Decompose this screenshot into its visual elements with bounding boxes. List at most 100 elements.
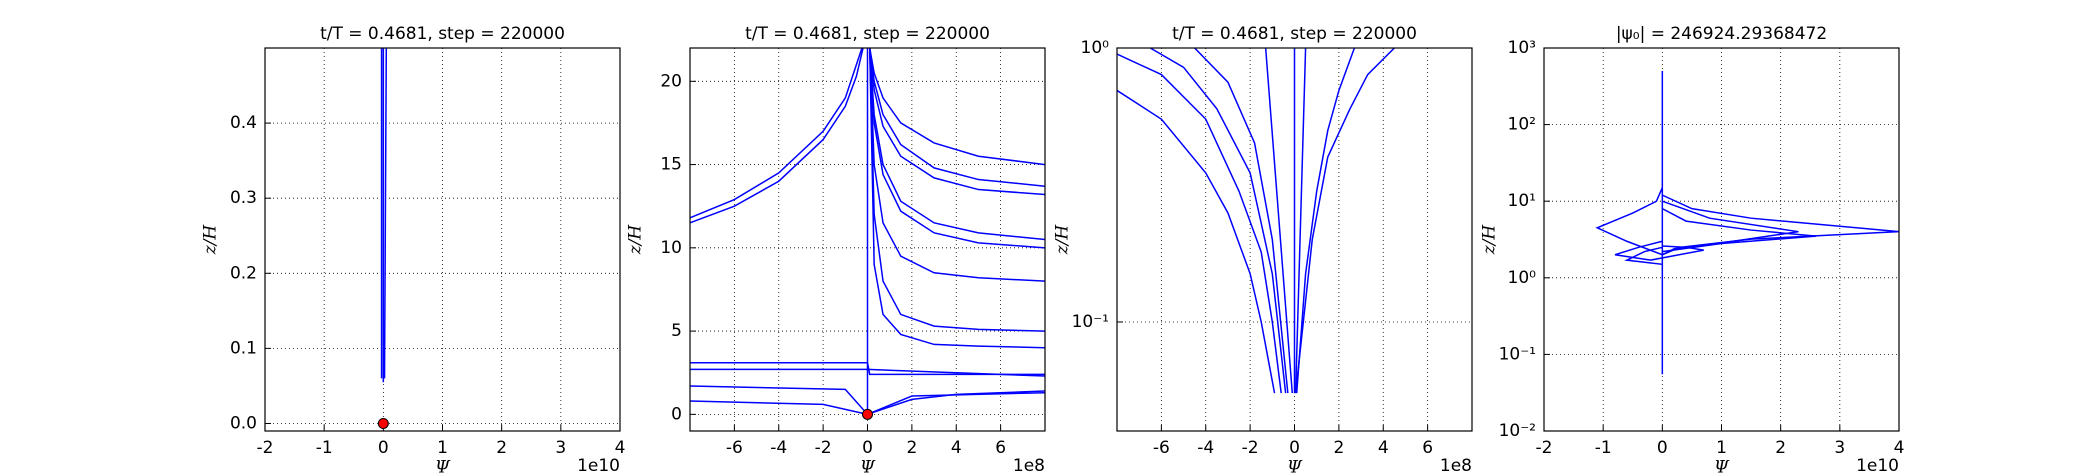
y-tick-label: 0: [671, 404, 682, 424]
plot-area: [690, 48, 1045, 416]
y-tick-label: 10⁻¹: [1072, 312, 1109, 332]
line: [690, 400, 868, 416]
y-tick-label: 10⁻¹: [1499, 344, 1536, 364]
y-tick-label: 10⁻²: [1499, 421, 1536, 441]
x-tick-label: -1: [1595, 438, 1612, 458]
plot-area: [380, 48, 388, 383]
x-tick-label: -2: [1242, 438, 1259, 458]
line: [868, 48, 1045, 249]
line: [383, 48, 388, 379]
line: [1117, 89, 1276, 394]
y-tick-label: 0.2: [230, 263, 257, 283]
x-tick-label: -6: [1153, 438, 1170, 458]
x-tick-label: 0: [862, 438, 873, 458]
x-tick-label: -2: [1536, 438, 1553, 458]
line: [1614, 240, 1704, 261]
x-tick-label: 2: [906, 438, 917, 458]
x-tick-label: -1: [316, 438, 333, 458]
x-offset-label: 1e10: [577, 456, 620, 475]
marker: [862, 408, 873, 420]
line: [690, 361, 1045, 376]
subplot: -2 -1 0 1 2 3 4 0.0 0.1 0.2 0.3 0.4 t/T = 0.4681, st…: [201, 24, 626, 475]
y-tick-label: 0.3: [230, 188, 257, 208]
axes-frame: [689, 47, 1046, 432]
x-axis-label: Ψ: [435, 458, 451, 475]
x-tick-label: -2: [815, 438, 832, 458]
x-tick-label: 1: [1716, 438, 1727, 458]
x-tick-label: 0: [378, 438, 389, 458]
x-tick-label: 2: [496, 438, 507, 458]
line: [868, 48, 1045, 187]
line: [867, 390, 1045, 416]
x-tick-label: 0: [1289, 438, 1300, 458]
x-tick-label: 3: [555, 438, 566, 458]
line: [1264, 48, 1294, 394]
x-tick-label: 4: [615, 438, 626, 458]
subplot: -6 -4 -2 0 2 4 6 0 5 10 15 20 t/T = 0.4681, step = 2…: [626, 24, 1046, 475]
axes-frame: [1543, 47, 1900, 432]
line: [1661, 207, 1817, 253]
x-tick-label: -4: [770, 438, 787, 458]
line: [1149, 48, 1287, 394]
line: [868, 48, 1045, 166]
x-tick-label: 4: [1894, 438, 1905, 458]
line: [1295, 48, 1356, 394]
x-tick-label: 2: [1333, 438, 1344, 458]
y-tick-label: 10: [660, 238, 682, 258]
subplot-title: t/T = 0.4681, step = 220000: [1172, 24, 1417, 44]
line: [868, 48, 1045, 349]
x-tick-label: -2: [257, 438, 274, 458]
subplot: -2 -1 0 1 2 3 4 10⁻² 10⁻¹ 10⁰ 10¹ 10² 10³ |ψ₀| = 2469…: [1480, 24, 1905, 475]
x-tick-label: 6: [1422, 438, 1433, 458]
subplot-title: t/T = 0.4681, step = 220000: [320, 24, 565, 44]
x-offset-label: 1e10: [1856, 456, 1899, 475]
x-tick-label: 4: [1378, 438, 1389, 458]
line: [868, 48, 1045, 196]
x-tick-label: 1: [437, 438, 448, 458]
axes-frame: [264, 47, 621, 432]
line: [868, 48, 1045, 332]
y-tick-label: 5: [671, 321, 682, 341]
plot-area: [1117, 48, 1395, 394]
x-tick-label: 2: [1775, 438, 1786, 458]
y-tick-label: 0.4: [230, 113, 257, 133]
y-tick-label: 10¹: [1508, 191, 1536, 211]
x-tick-label: -6: [726, 438, 743, 458]
axes-frame: [1116, 47, 1473, 432]
y-tick-label: 10⁰: [1508, 268, 1537, 288]
y-tick-label: 0.1: [230, 338, 257, 358]
y-tick-label: 10³: [1508, 38, 1536, 58]
x-offset-label: 1e8: [1440, 456, 1472, 475]
x-tick-label: 0: [1657, 438, 1668, 458]
line: [1624, 246, 1663, 266]
line: [690, 48, 863, 219]
line: [1117, 53, 1282, 394]
x-axis-label: Ψ: [860, 458, 876, 475]
x-axis-label: Ψ: [1287, 458, 1303, 475]
y-axis-label: z/H: [626, 224, 646, 256]
subplot-title: t/T = 0.4681, step = 220000: [745, 24, 990, 44]
x-tick-label: 3: [1834, 438, 1845, 458]
subplot-title: |ψ₀| = 246924.29368472: [1616, 24, 1827, 44]
y-tick-label: 15: [660, 155, 682, 175]
y-axis-label: z/H: [1053, 224, 1073, 256]
y-tick-label: 20: [660, 71, 682, 91]
y-tick-label: 10⁰: [1081, 38, 1110, 58]
y-axis-label: z/H: [201, 224, 221, 256]
x-tick-label: -4: [1197, 438, 1214, 458]
line: [1194, 48, 1289, 394]
plot-area: [1595, 71, 1899, 375]
x-tick-label: 4: [951, 438, 962, 458]
x-axis-label: Ψ: [1714, 458, 1730, 475]
x-offset-label: 1e8: [1013, 456, 1045, 475]
y-axis-label: z/H: [1480, 224, 1500, 256]
y-tick-label: 10²: [1508, 115, 1536, 135]
line: [1294, 48, 1307, 394]
line: [868, 48, 1045, 241]
marker: [377, 417, 389, 429]
y-tick-label: 0.0: [230, 413, 257, 433]
line: [690, 48, 864, 224]
subplot: -6 -4 -2 0 2 4 6 10⁻¹ 10⁰ t/T = 0.4681, step = 22…: [1053, 24, 1473, 475]
line: [868, 48, 1045, 282]
